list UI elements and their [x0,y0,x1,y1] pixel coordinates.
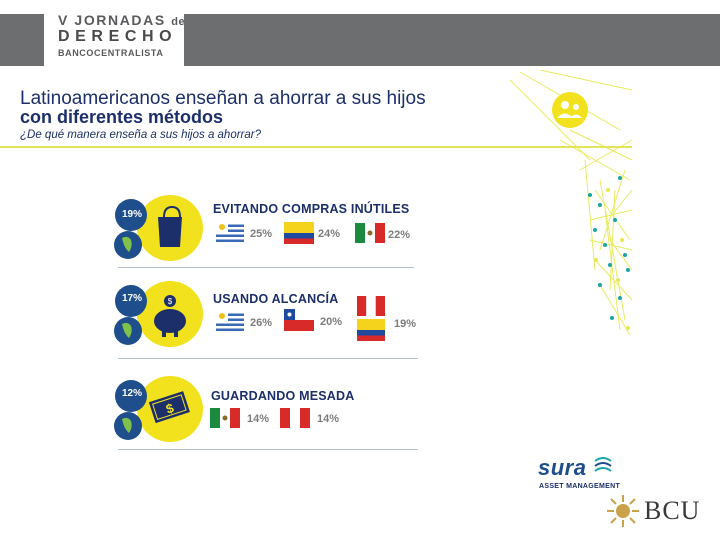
method-3-percent: 12% [122,388,143,399]
method-2-country-1-value: 26% [250,317,273,329]
method-1-country-2-value: 24% [318,228,341,240]
method-1-percent: 19% [122,209,143,220]
row-separator [118,358,418,359]
method-3-title: GUARDANDO MESADA [211,389,355,403]
shopping-bag-icon [154,213,155,214]
money-bill-icon [160,404,161,405]
sura-swirl-icon [594,457,612,472]
slide-subtitle: ¿De qué manera enseña a sus hijos a ahor… [20,129,262,141]
sura-logo: sura [538,455,613,481]
method-3-badge: $ [114,376,203,442]
method-2-title: USANDO ALCANCÍA [213,292,339,306]
uruguay-flag-icon [216,311,244,333]
logo-line-1: V JORNADAS de [58,12,186,28]
colombia-flag-icon [284,222,314,244]
row-separator [118,267,414,268]
sura-wordmark: sura [538,455,587,480]
network-decoration [509,70,633,336]
peru-flag-icon [280,408,310,428]
method-1-country-3-value: 22% [388,229,411,241]
method-3-country-1-value: 14% [247,413,270,425]
chile-flag-icon [284,309,314,331]
method-2-country-2-value: 20% [320,316,343,328]
peru-flag-icon [357,296,385,316]
method-3-country-2-value: 14% [317,413,340,425]
jornadas-logo [44,0,184,66]
mexico-flag-icon [210,408,240,428]
uruguay-flag-icon [216,222,244,244]
logo-line-2: DERECHO [58,28,178,45]
bcu-logo-text: BCU [644,496,701,525]
piggy-bank-icon [156,310,157,311]
slide-title: Latinoamericanos enseñan a ahorrar a sus… [20,88,426,109]
mexico-flag-icon [355,223,385,243]
title-underline [0,146,632,148]
bcu-sun-icon [607,495,639,527]
method-1-badge [114,195,203,261]
row-separator [118,449,418,450]
slide-title-bold: con diferentes métodos [20,107,224,127]
logo-line-3: BANCOCENTRALISTA [58,48,164,58]
colombia-flag-icon [357,319,385,341]
method-2-badge: $ [114,281,203,347]
sura-subtitle: ASSET MANAGEMENT [539,483,621,490]
method-1-country-1-value: 25% [250,228,273,240]
svg-text:$: $ [168,297,173,306]
method-2-percent: 17% [122,293,143,304]
method-1-title: EVITANDO COMPRAS INÚTILES [213,202,410,216]
method-2-country-3-value: 19% [394,318,417,330]
